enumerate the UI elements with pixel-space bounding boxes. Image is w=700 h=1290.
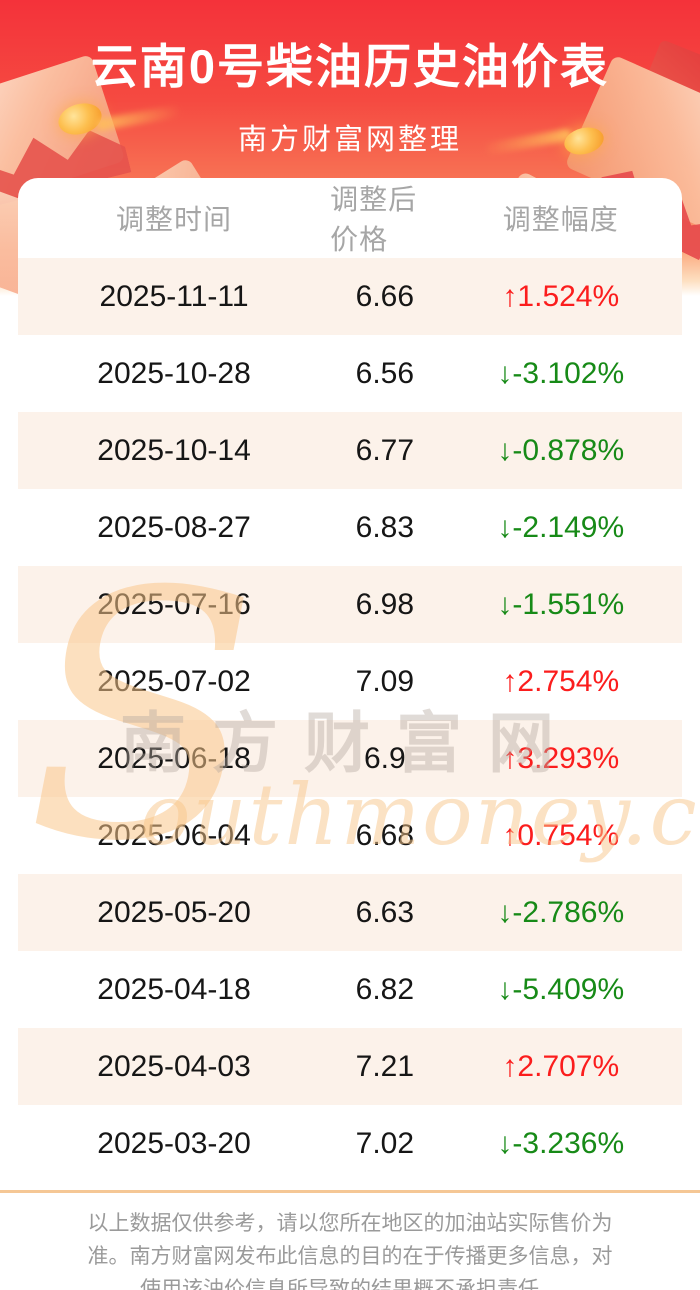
row-change: ↓-5.409% bbox=[497, 972, 625, 1006]
row-change: ↓-3.102% bbox=[497, 356, 625, 390]
row-date: 2025-04-18 bbox=[97, 972, 251, 1006]
column-header-price: 调整后价格 bbox=[330, 184, 418, 255]
row-change: ↑0.754% bbox=[502, 818, 620, 852]
row-change: ↑2.754% bbox=[502, 664, 620, 698]
row-price: 6.82 bbox=[355, 972, 415, 1006]
table-body: 2025-11-11 6.66 ↑1.524% 2025-10-28 6.56 … bbox=[18, 258, 682, 1182]
row-price: 6.56 bbox=[355, 356, 415, 390]
row-price: 6.98 bbox=[355, 587, 415, 621]
row-date: 2025-03-20 bbox=[97, 1126, 251, 1160]
disclaimer-line: 使用该油价信息所导致的结果概不承担责任。 bbox=[140, 1278, 560, 1290]
row-change: ↓-1.551% bbox=[497, 587, 625, 621]
row-price: 6.77 bbox=[355, 433, 415, 467]
row-date: 2025-08-27 bbox=[97, 510, 251, 544]
column-header-time: 调整时间 bbox=[116, 204, 233, 235]
table-row: 2025-07-16 6.98 ↓-1.551% bbox=[18, 566, 682, 643]
row-change: ↑3.293% bbox=[502, 741, 620, 775]
row-price: 7.21 bbox=[355, 1049, 415, 1083]
footer-divider bbox=[0, 1190, 700, 1193]
row-change: ↑1.524% bbox=[502, 279, 620, 313]
row-price: 7.09 bbox=[355, 664, 415, 698]
row-price: 6.83 bbox=[355, 510, 415, 544]
disclaimer-line: 准。南方财富网发布此信息的目的在于传播更多信息，对 bbox=[87, 1245, 613, 1268]
page-title: 云南0号柴油历史油价表 bbox=[90, 40, 610, 93]
row-date: 2025-07-16 bbox=[97, 587, 251, 621]
row-price: 6.66 bbox=[355, 279, 415, 313]
table-header-row: 调整时间 调整后价格 调整幅度 bbox=[18, 178, 682, 258]
row-date: 2025-04-03 bbox=[97, 1049, 251, 1083]
footer-disclaimer: 以上数据仅供参考，请以您所在地区的加油站实际售价为 准。南方财富网发布此信息的目… bbox=[0, 1207, 700, 1290]
table-row: 2025-08-27 6.83 ↓-2.149% bbox=[18, 489, 682, 566]
row-date: 2025-11-11 bbox=[99, 279, 249, 313]
row-change: ↓-2.786% bbox=[497, 895, 625, 929]
row-price: 7.02 bbox=[355, 1126, 415, 1160]
disclaimer-line: 以上数据仅供参考，请以您所在地区的加油站实际售价为 bbox=[87, 1212, 613, 1235]
row-price: 6.68 bbox=[355, 818, 415, 852]
row-change: ↓-3.236% bbox=[497, 1126, 625, 1160]
row-price: 6.63 bbox=[355, 895, 415, 929]
table-row: 2025-06-18 6.9 ↑3.293% bbox=[18, 720, 682, 797]
table-row: 2025-07-02 7.09 ↑2.754% bbox=[18, 643, 682, 720]
price-table-card: 调整时间 调整后价格 调整幅度 2025-11-11 6.66 ↑1.524% … bbox=[18, 178, 682, 1290]
table-row: 2025-10-28 6.56 ↓-3.102% bbox=[18, 335, 682, 412]
table-row: 2025-04-03 7.21 ↑2.707% bbox=[18, 1028, 682, 1105]
table-row: 2025-05-20 6.63 ↓-2.786% bbox=[18, 874, 682, 951]
row-change: ↓-0.878% bbox=[497, 433, 625, 467]
table-row: 2025-06-04 6.68 ↑0.754% bbox=[18, 797, 682, 874]
row-change: ↓-2.149% bbox=[497, 510, 625, 544]
row-date: 2025-10-28 bbox=[97, 356, 251, 390]
table-row: 2025-04-18 6.82 ↓-5.409% bbox=[18, 951, 682, 1028]
row-change: ↑2.707% bbox=[502, 1049, 620, 1083]
column-header-change: 调整幅度 bbox=[502, 204, 619, 235]
page-subtitle: 南方财富网整理 bbox=[237, 124, 462, 156]
row-date: 2025-10-14 bbox=[97, 433, 251, 467]
row-date: 2025-07-02 bbox=[97, 664, 251, 698]
table-row: 2025-11-11 6.66 ↑1.524% bbox=[18, 258, 682, 335]
row-date: 2025-06-18 bbox=[97, 741, 251, 775]
table-row: 2025-03-20 7.02 ↓-3.236% bbox=[18, 1105, 682, 1182]
row-date: 2025-06-04 bbox=[97, 818, 251, 852]
row-date: 2025-05-20 bbox=[97, 895, 251, 929]
row-price: 6.9 bbox=[363, 741, 406, 775]
table-row: 2025-10-14 6.77 ↓-0.878% bbox=[18, 412, 682, 489]
